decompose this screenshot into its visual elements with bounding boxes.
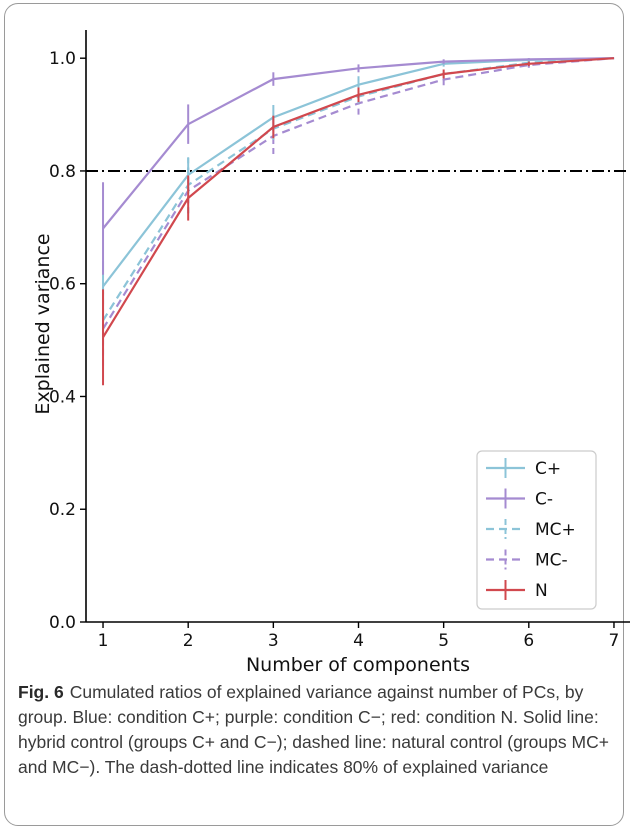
x-tick-label: 5: [438, 631, 449, 651]
y-axis-label: Explained variance: [32, 233, 54, 414]
figure-frame: [4, 3, 624, 826]
y-tick-label: 0.6: [49, 275, 76, 295]
y-tick-label: 0.2: [49, 500, 76, 520]
legend-box: [476, 450, 597, 610]
legend-label-cplus: C+: [535, 459, 561, 479]
y-tick-label: 0.8: [49, 162, 76, 182]
y-tick-label: 0.0: [49, 613, 76, 633]
figure-caption: Fig. 6 Cumulated ratios of explained vari…: [18, 680, 618, 780]
x-tick-label: 3: [268, 631, 279, 651]
caption-text: Cumulated ratios of explained variance a…: [18, 682, 609, 777]
y-tick-label: 0.4: [49, 387, 76, 407]
x-tick-label: 2: [183, 631, 194, 651]
x-tick-label: 4: [353, 631, 364, 651]
plot-area: 0.0 0.2 0.4 0.6 0.8 1.0 1 2 3 4 5 6 7 C+ C- MC+ MC- N: [49, 30, 630, 651]
legend-label-mcplus: MC+: [535, 520, 576, 540]
legend-label-n: N: [535, 581, 548, 601]
legend-label-cminus: C-: [535, 490, 553, 510]
x-tick-label: 6: [523, 631, 534, 651]
x-tick-label: 7: [609, 631, 620, 651]
x-axis-label: Number of components: [246, 654, 470, 676]
figure-label: Fig. 6: [18, 682, 64, 702]
x-tick-label: 1: [98, 631, 109, 651]
y-tick-label: 1.0: [49, 49, 76, 69]
legend-label-mcminus: MC-: [535, 551, 568, 571]
